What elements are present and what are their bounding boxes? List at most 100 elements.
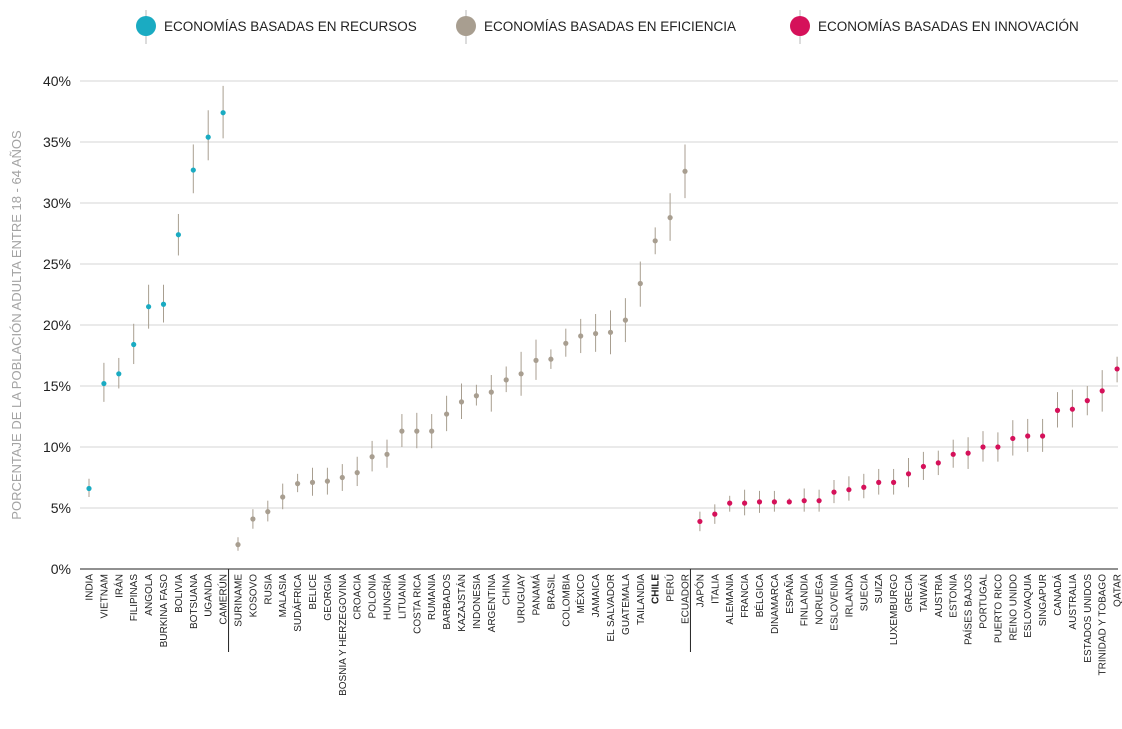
data-point: [1114, 366, 1120, 372]
y-axis-ticks: 0% 5% 10% 15% 20% 25% 30% 35% 40%: [43, 73, 71, 577]
category-label: KAZAJSTÁN: [455, 574, 468, 632]
data-point: [324, 478, 330, 484]
legend-label-efficiency: ECONOMÍAS BASADAS EN EFICIENCIA: [484, 19, 736, 34]
legend-marker-innovation: [790, 16, 810, 36]
category-label: RUSIA: [263, 574, 274, 605]
category-label: REINO UNIDO: [1008, 574, 1019, 641]
data-point: [905, 471, 912, 477]
category-label: BOTSUANA: [189, 574, 200, 629]
category-label: BÉLGICA: [753, 574, 766, 618]
category-label: INDIA: [85, 574, 96, 601]
data-point: [876, 479, 882, 485]
legend-marker-resources: [136, 16, 156, 36]
data-point: [920, 463, 927, 470]
category-label: MÉXICO: [574, 574, 587, 614]
data-point: [563, 340, 569, 346]
category-label: BURKINA FASO: [159, 574, 170, 648]
data-point: [980, 444, 986, 450]
category-label: ESLOVAQUIA: [1023, 574, 1034, 638]
category-label: PORTUGAL: [979, 574, 990, 629]
category-label: GUATEMALA: [621, 574, 632, 635]
data-point: [1084, 398, 1090, 404]
legend-label-resources: ECONOMÍAS BASADAS EN RECURSOS: [164, 19, 417, 34]
data-point: [622, 317, 629, 323]
data-point: [861, 484, 867, 490]
data-point: [488, 389, 494, 395]
data-point: [1099, 388, 1105, 394]
data-point: [146, 304, 152, 310]
data-point: [205, 134, 211, 140]
data-point: [175, 232, 181, 238]
y-tick-label: 10%: [43, 439, 71, 455]
data-point: [533, 357, 539, 363]
category-label: DINAMARCA: [770, 574, 781, 634]
category-label: SINGAPUR: [1038, 574, 1049, 626]
x-axis: [80, 568, 1118, 652]
category-label: LUXEMBURGO: [889, 574, 900, 645]
category-label: EL SALVADOR: [606, 574, 617, 642]
category-label: PERÚ: [664, 574, 677, 602]
data-point: [101, 380, 107, 387]
category-label: BELICE: [308, 574, 319, 610]
category-label: BOSNIA Y HERZEGOVINA: [338, 574, 349, 696]
category-label: FINLANDIA: [800, 574, 811, 627]
category-label: ESPAÑA: [783, 574, 796, 614]
data-point: [399, 428, 405, 434]
data-point: [846, 487, 852, 493]
data-point: [950, 451, 956, 457]
data-point: [384, 451, 390, 457]
data-point: [250, 516, 256, 522]
data-point: [593, 330, 599, 337]
category-label: SUECIA: [859, 574, 870, 612]
data-point: [518, 371, 524, 377]
data-point: [786, 499, 792, 505]
category-label: TAILANDIA: [636, 574, 647, 625]
y-tick-label: 5%: [51, 500, 71, 516]
category-label: TAIWÁN: [917, 574, 930, 612]
data-point: [727, 500, 733, 506]
data-point: [712, 511, 718, 517]
category-label: COLOMBIA: [561, 574, 572, 627]
data-point: [429, 428, 435, 434]
data-point: [1054, 407, 1061, 413]
category-label: COSTA RICA: [412, 574, 423, 634]
category-label: PAÍSES BAJOS: [962, 574, 975, 645]
category-label: BARBADOS: [442, 574, 453, 630]
data-point: [935, 460, 941, 466]
data-point: [771, 499, 778, 505]
data-point: [831, 489, 837, 495]
data-point: [86, 485, 92, 492]
category-label: INDONESIA: [472, 574, 483, 629]
data-point: [756, 499, 763, 505]
category-label: POLONIA: [368, 574, 379, 619]
data-point: [1010, 435, 1016, 442]
y-tick-label: 40%: [43, 73, 71, 89]
data-point: [637, 280, 643, 287]
y-tick-label: 15%: [43, 378, 71, 394]
category-label: NORUEGA: [815, 574, 826, 625]
data-point: [280, 494, 286, 500]
y-tick-label: 30%: [43, 195, 71, 211]
error-bars: [88, 85, 1118, 551]
category-label: IRLANDA: [844, 574, 855, 618]
data-point: [667, 215, 673, 221]
category-label: ESTADOS UNIDOS: [1083, 574, 1094, 663]
data-point: [652, 238, 658, 244]
category-label: ECUADOR: [681, 574, 692, 624]
category-label: AUSTRIA: [934, 574, 945, 618]
data-point: [578, 333, 584, 339]
legend-marker-efficiency: [456, 16, 476, 36]
category-label: GEORGIA: [323, 574, 334, 621]
category-label: TRINIDAD Y TOBAGO: [1098, 574, 1109, 676]
legend-label-innovation: ECONOMÍAS BASADAS EN INNOVACIÓN: [818, 19, 1079, 34]
category-label: JAPÓN: [693, 574, 706, 607]
y-tick-label: 0%: [51, 561, 71, 577]
category-label: KOSOVO: [248, 574, 259, 618]
data-point: [607, 329, 614, 335]
category-label: IRÁN: [112, 574, 125, 598]
category-label: CANADÁ: [1051, 574, 1064, 616]
y-tick-label: 35%: [43, 134, 71, 150]
category-labels: INDIA VIETNAM IRÁN FILIPINAS ANGOLA BURKINA F…: [85, 574, 1122, 696]
category-label: ITALIA: [710, 574, 721, 604]
